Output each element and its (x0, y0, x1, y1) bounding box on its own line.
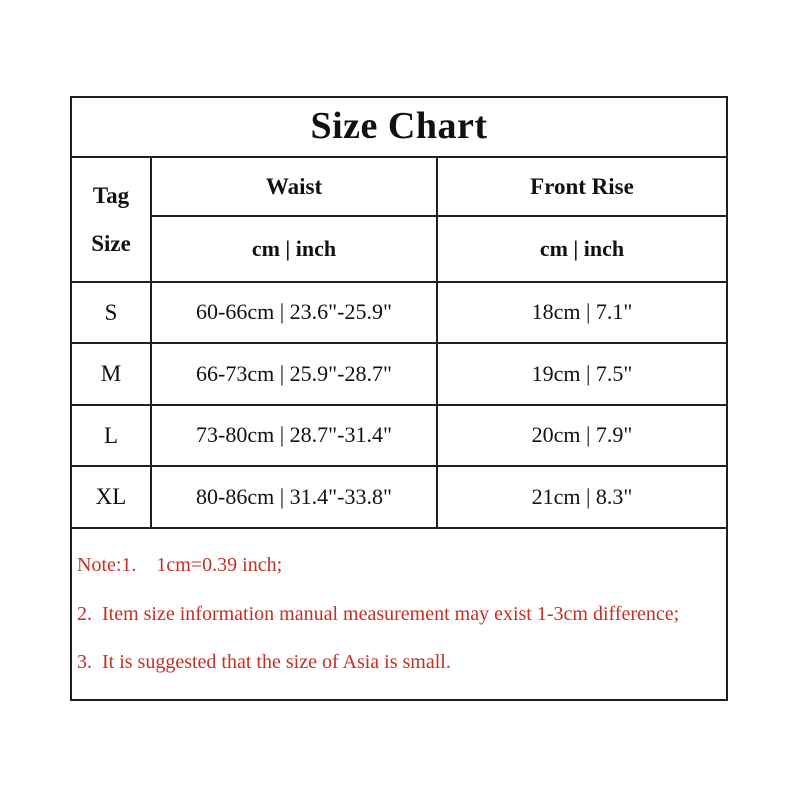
column-header-waist: Waist (152, 158, 438, 217)
tag-size-header-cell: Tag Size (72, 158, 152, 283)
waist-value-m: 66-73cm | 25.9"-28.7" (152, 344, 438, 406)
front-rise-value-m: 19cm | 7.5" (438, 344, 726, 406)
column-header-front-rise: Front Rise (438, 158, 726, 217)
tag-header-line2: Size (91, 230, 131, 256)
front-rise-value-xl: 21cm | 8.3" (438, 467, 726, 529)
waist-value-s: 60-66cm | 23.6"-25.9" (152, 283, 438, 344)
note-line-2: 2. Item size information manual measurem… (77, 602, 680, 625)
note-line-1: Note:1. 1cm=0.39 inch; (77, 554, 283, 577)
front-rise-value-s: 18cm | 7.1" (438, 283, 726, 344)
size-label-l: L (72, 406, 152, 467)
waist-value-xl: 80-86cm | 31.4"-33.8" (152, 467, 438, 529)
page-title: Size Chart (72, 98, 726, 158)
size-label-xl: XL (72, 467, 152, 529)
note-line-3: 3. It is suggested that the size of Asia… (77, 650, 451, 673)
waist-unit-subheader: cm | inch (152, 217, 438, 283)
front-rise-value-l: 20cm | 7.9" (438, 406, 726, 467)
front-rise-unit-subheader: cm | inch (438, 217, 726, 283)
size-label-s: S (72, 283, 152, 344)
waist-value-l: 73-80cm | 28.7"-31.4" (152, 406, 438, 467)
tag-header-line1: Tag (92, 183, 130, 209)
notes-section: Note:1. 1cm=0.39 inch; 2. Item size info… (72, 529, 726, 699)
size-label-m: M (72, 344, 152, 406)
size-chart-table: Size Chart Tag Size Waist Front Rise cm … (70, 96, 728, 701)
